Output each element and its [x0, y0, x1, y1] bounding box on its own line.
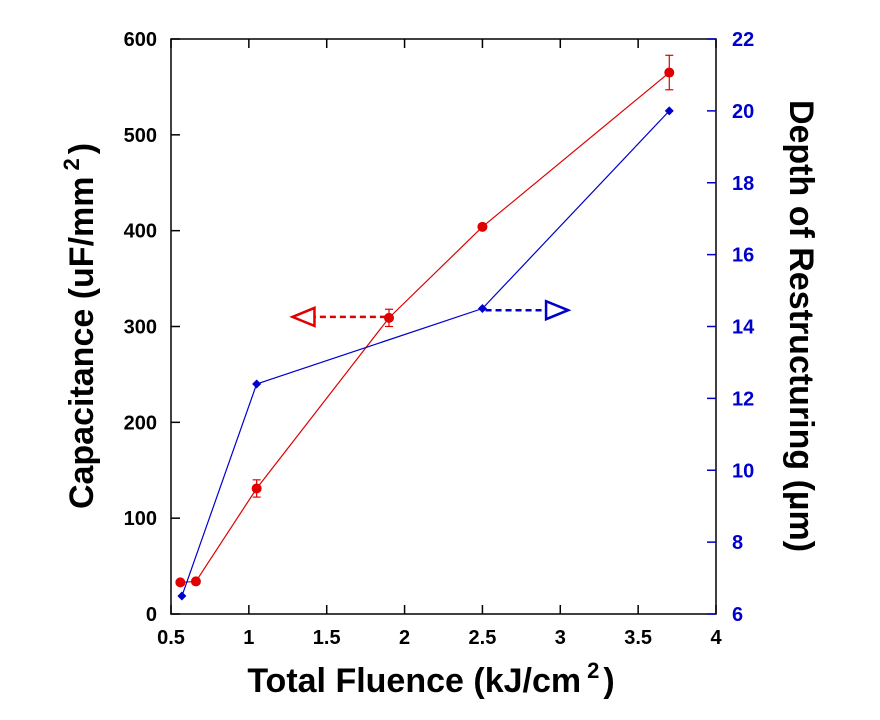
arrow-left-head: [289, 306, 316, 328]
y-right-ticks: 6 8 10 12 14 16 18 20 22: [707, 29, 755, 626]
x-tick-label: 3: [555, 627, 566, 649]
y-right-tick-label: 14: [732, 317, 755, 339]
x-axis-title-sup: 2: [587, 658, 599, 683]
y-right-tick-label: 10: [732, 460, 754, 482]
x-axis-title: Total Fluence (kJ/cm 2): [247, 658, 614, 700]
x-ticks: 0.5 1 1.5 2 2.5 3 3.5 4: [157, 39, 722, 649]
y-left-tick-label: 400: [124, 221, 157, 243]
x-tick-label: 4: [710, 627, 722, 649]
y-left-tick-label: 100: [124, 508, 157, 530]
y-left-axis-title: Capacitance (uF/mm 2): [59, 143, 101, 509]
y-left-ticks: 0 100 200 300 400 500 600: [124, 29, 180, 626]
y-left-axis-title-main: Capacitance (uF/mm: [63, 177, 101, 510]
x-tick-label: 2.5: [469, 627, 497, 649]
y-right-tick-label: 22: [732, 29, 754, 51]
series-0-point: [384, 312, 394, 323]
y-left-axis-title-close: ): [63, 143, 101, 154]
y-left-tick-label: 200: [124, 412, 157, 434]
y-right-tick-label: 20: [732, 101, 754, 123]
x-axis-title-main: Total Fluence (kJ/cm: [247, 662, 581, 700]
y-left-tick-label: 300: [124, 317, 157, 339]
x-tick-label: 3.5: [624, 627, 652, 649]
series-1-line: [181, 110, 670, 597]
arrow-right-head: [544, 299, 572, 322]
y-left-tick-label: 600: [124, 29, 157, 51]
series-layer: [175, 54, 675, 601]
y-right-tick-label: 16: [732, 245, 754, 267]
series-0-point: [175, 577, 186, 588]
series-0-point: [190, 576, 201, 587]
series-1-point: [664, 106, 674, 116]
series-0-point: [477, 221, 488, 232]
annotation-layer: [289, 299, 572, 328]
x-tick-label: 1: [243, 627, 254, 649]
y-right-tick-label: 8: [732, 532, 743, 554]
x-axis-title-close: ): [603, 662, 614, 700]
series-0-point: [251, 483, 262, 494]
y-right-tick-label: 6: [732, 604, 743, 626]
series-1-point: [252, 379, 262, 389]
plot-frame: [170, 38, 717, 615]
series-1-point: [477, 304, 487, 314]
x-tick-label: 0.5: [157, 627, 185, 649]
y-right-axis-title: Depth of Restructuring (µm): [782, 100, 820, 552]
y-right-tick-label: 12: [732, 388, 754, 410]
y-left-tick-label: 500: [124, 125, 157, 147]
y-left-tick-label: 0: [146, 604, 157, 626]
y-right-tick-label: 18: [732, 173, 754, 195]
series-0-point: [664, 67, 675, 78]
y-left-axis-title-sup: 2: [59, 158, 84, 170]
x-tick-label: 1.5: [313, 627, 341, 649]
x-tick-label: 2: [399, 627, 410, 649]
series-1-point: [177, 591, 187, 601]
